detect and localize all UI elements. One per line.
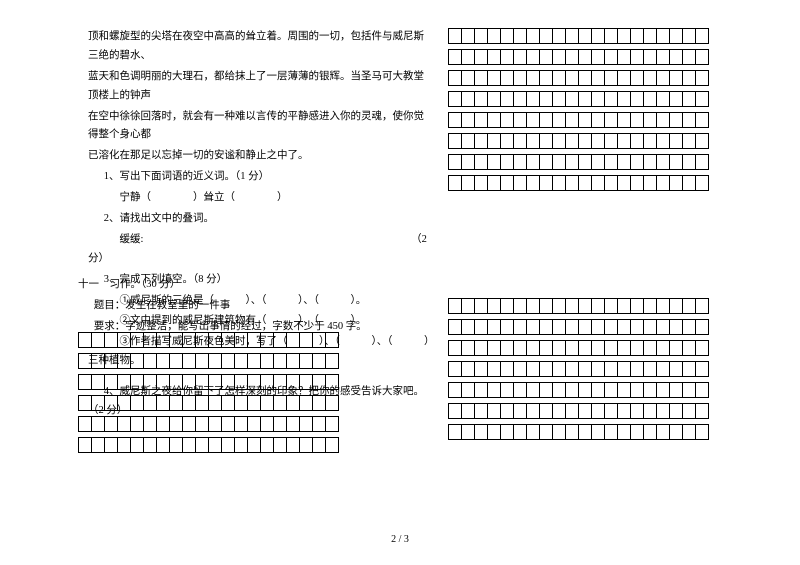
composition-block: 十一 习作。（30 分） 题目：发生在教室里的一件事 要求：字迹整洁，能写出事情… [78, 276, 428, 339]
question-2-title: 2、请找出文中的叠词。 [88, 210, 433, 229]
composition-section: 十一 习作。（30 分） [78, 276, 428, 295]
passage-line: 已溶化在那足以忘掉一切的安谧和静止之中了。 [88, 147, 433, 166]
passage-line: 在空中徐徐回落时，就会有一种难以言传的平静感进入你的灵魂，使你觉得整个身心都 [88, 108, 433, 146]
question-1-title: 1、写出下面词语的近义词。（1 分） [88, 168, 433, 187]
writing-grid-top-right [448, 28, 709, 191]
writing-grid-bottom-left [78, 332, 339, 453]
writing-grid-bottom-right [448, 298, 709, 440]
passage-line: 蓝天和色调明丽的大理石，都给抹上了一层薄薄的银辉。当圣马可大教堂顶楼上的钟声 [88, 68, 433, 106]
composition-topic: 题目：发生在教室里的一件事 [78, 297, 428, 316]
passage-line: 顶和螺旋型的尖塔在夜空中高高的耸立着。周围的一切，包括件与威尼斯三绝的碧水、 [88, 28, 433, 66]
page-number: 2 / 3 [0, 534, 800, 545]
question-1-items: 宁静（ ）耸立（ ） [88, 189, 433, 208]
question-2-line: 缓缓: （2 分） [88, 231, 433, 269]
